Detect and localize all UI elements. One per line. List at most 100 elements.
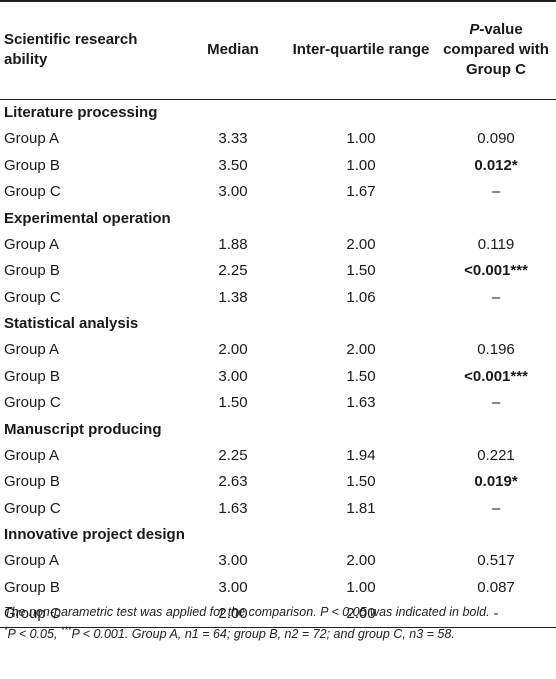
table-row: Group A 1.88 2.00 0.119 — [0, 231, 556, 258]
group-cell: Group B — [4, 262, 60, 280]
iqr-cell: 2.00 — [346, 552, 376, 570]
section-title: Experimental operation — [4, 209, 171, 227]
median-cell: 2.25 — [218, 262, 248, 280]
table-row: Group C 1.38 1.06 – — [0, 284, 556, 311]
group-cell: Group B — [4, 473, 60, 491]
group-cell: Group A — [4, 446, 60, 464]
group-cell: Group A — [4, 341, 60, 359]
table-row: Group A 3.33 1.00 0.090 — [0, 126, 556, 153]
table-row: Group B 3.50 1.00 0.012* — [0, 152, 556, 179]
median-cell: 3.00 — [218, 578, 248, 596]
median-cell: 3.33 — [218, 130, 248, 148]
iqr-cell: 1.00 — [346, 156, 376, 174]
table-header: Scientific research ability Median Inter… — [0, 1, 556, 99]
footnote-line-1: The non-parametric test was applied for … — [4, 605, 490, 619]
iqr-cell: 1.06 — [346, 288, 376, 306]
table-footnote: The non-parametric test was applied for … — [0, 603, 556, 643]
median-cell: 3.00 — [218, 183, 248, 201]
table-row: Group C 1.50 1.63 – — [0, 390, 556, 417]
pvalue-cell: 0.019* — [474, 473, 518, 491]
iqr-cell: 1.67 — [346, 183, 376, 201]
pvalue-cell: – — [491, 288, 501, 306]
table-row: Group B 3.00 1.00 0.087 — [0, 574, 556, 601]
pvalue-cell: – — [491, 394, 501, 412]
median-cell: 2.25 — [218, 446, 248, 464]
group-cell: Group C — [4, 605, 61, 623]
median-cell: 3.50 — [218, 156, 248, 174]
median-cell: 1.50 — [218, 394, 248, 412]
header-median: Median — [207, 41, 259, 59]
median-cell: 1.63 — [218, 499, 248, 517]
header-ability: Scientific research ability — [4, 31, 138, 69]
section-header-row: Literature processing — [0, 99, 556, 126]
pvalue-cell: 0.196 — [477, 341, 515, 359]
group-cell: Group B — [4, 367, 60, 385]
pvalue-cell: 0.517 — [477, 552, 515, 570]
footnote-line-2: *P < 0.05, ***P < 0.001. Group A, n1 = 6… — [4, 621, 556, 643]
header-pvalue-p: P — [469, 21, 480, 39]
median-cell: 1.88 — [218, 235, 248, 253]
pvalue-cell: - — [493, 605, 499, 623]
group-cell: Group C — [4, 183, 61, 201]
group-cell: Group A — [4, 235, 60, 253]
group-cell: Group B — [4, 578, 60, 596]
pvalue-cell: 0.012* — [474, 156, 518, 174]
iqr-cell: 2.00 — [346, 605, 376, 623]
table-row: Group B 2.63 1.50 0.019* — [0, 469, 556, 496]
header-pvalue: P-value compared with Group C — [436, 1, 556, 99]
group-cell: Group A — [4, 552, 60, 570]
pvalue-cell: <0.001*** — [464, 262, 528, 280]
iqr-cell: 1.50 — [346, 262, 376, 280]
header-pvalue-rest: -value compared with Group C — [443, 21, 549, 79]
group-cell: Group C — [4, 394, 61, 412]
footnote-sup-1: * — [4, 625, 8, 635]
group-cell: Group C — [4, 288, 61, 306]
median-cell: 3.00 — [218, 552, 248, 570]
pvalue-cell: <0.001*** — [464, 367, 528, 385]
median-cell: 2.63 — [218, 473, 248, 491]
header-iqr: Inter-quartile range — [292, 41, 430, 59]
median-cell: 1.38 — [218, 288, 248, 306]
iqr-cell: 1.00 — [346, 578, 376, 596]
iqr-cell: 2.00 — [346, 235, 376, 253]
section-header-row: Innovative project design — [0, 522, 556, 548]
results-table: Scientific research ability Median Inter… — [0, 1, 556, 628]
table-body: Literature processing Group A 3.33 1.00 0.09… — [0, 99, 556, 628]
section-header-row: Manuscript producing — [0, 416, 556, 442]
section-title: Innovative project design — [4, 526, 185, 543]
iqr-cell: 1.50 — [346, 367, 376, 385]
pvalue-cell: 0.087 — [477, 578, 515, 596]
footnote-sup-2: *** — [60, 625, 72, 635]
section-header-row: Experimental operation — [0, 205, 556, 231]
median-cell: 2.00 — [218, 605, 248, 623]
group-cell: Group A — [4, 130, 60, 148]
median-cell: 3.00 — [218, 367, 248, 385]
footnote-text-b: P < 0.001. Group A, n1 = 64; group B, n2… — [71, 627, 455, 642]
pvalue-cell: 0.090 — [477, 130, 515, 148]
section-title: Manuscript producing — [4, 420, 162, 438]
table-row: Group C 3.00 1.67 – — [0, 179, 556, 206]
section-title: Statistical analysis — [4, 315, 139, 332]
iqr-cell: 1.63 — [346, 394, 376, 412]
section-header-row: Statistical analysis — [0, 311, 556, 337]
table-row: Group A 3.00 2.00 0.517 — [0, 548, 556, 575]
table-row: Group A 2.25 1.94 0.221 — [0, 442, 556, 469]
section-title: Literature processing — [4, 104, 158, 121]
pvalue-cell: 0.119 — [477, 235, 515, 253]
median-cell: 2.00 — [218, 341, 248, 359]
table-row: Group B 2.25 1.50 <0.001*** — [0, 258, 556, 285]
group-cell: Group B — [4, 156, 60, 174]
iqr-cell: 1.50 — [346, 473, 376, 491]
table-row: Group A 2.00 2.00 0.196 — [0, 337, 556, 364]
pvalue-cell: – — [491, 183, 501, 201]
iqr-cell: 1.94 — [346, 446, 376, 464]
group-cell: Group C — [4, 499, 61, 517]
footnote-text-a: P < 0.05, — [7, 627, 61, 642]
pvalue-cell: 0.221 — [477, 446, 515, 464]
iqr-cell: 1.00 — [346, 130, 376, 148]
table-row: Group C 1.63 1.81 – — [0, 495, 556, 522]
table-row: Group C 2.00 2.00 - — [0, 601, 556, 628]
iqr-cell: 2.00 — [346, 341, 376, 359]
iqr-cell: 1.81 — [346, 499, 376, 517]
